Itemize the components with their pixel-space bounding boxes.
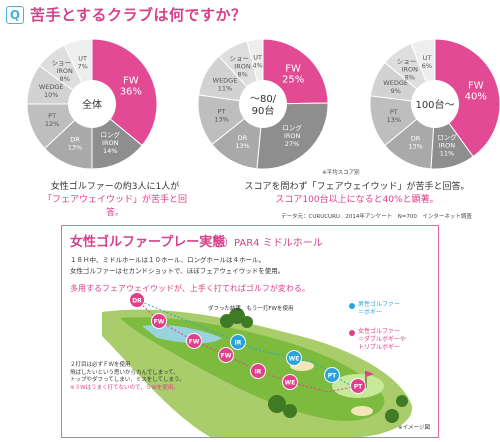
legend-male-line1: 男性ゴルファー [358,301,401,308]
left-caption: 女性ゴルファーの約3人に1人が 「フェアウェイウッド」が苦手と回答。 [40,181,190,220]
shot-marker-label-2: FW [189,338,200,345]
left-caption-line1: 女性ゴルファーの約3人に1人が [50,182,180,192]
shot-marker-label-5: WE [289,355,300,362]
legend-female-line3: トリプルボギー [358,344,401,351]
pie2-label-3: PT 13% [214,107,228,123]
play-panel: 女性ゴルファープレー実態 例）PAR4 ミドルホール １８Ｈ中、ミドルホールは１… [61,225,439,438]
shot-marker-label-8: WE [285,379,296,386]
pie1-center [68,80,116,128]
legend-male-line2: ＝ボギー [358,309,383,316]
pie3-label-1: ロング IRON 11% [437,132,457,157]
shot-marker-4 [218,347,234,363]
question-title: 苦手とするクラブは何ですか？ [30,6,247,24]
data-source: データ元：CURUCURU 2014年アンケート N=700 インターネット調査 [281,214,472,220]
pie2-label-4: WEDGE 11% [213,76,238,92]
shot-marker-label-7: PT [328,372,337,379]
trees [220,308,408,423]
shot-marker-label-3: IR [235,339,242,346]
flag [366,371,374,377]
pie2-label-0: FW 25% [282,63,304,85]
score-note: ※平均スコア別 [322,170,360,176]
pie2-label-1: ロング IRON 27% [282,123,302,148]
panel-pink-text: 多用するフェアウェイウッドが、上手く打てればゴルフが変わる。 [70,284,310,293]
question-header: Q 苦手とするクラブは何ですか？ [6,4,247,25]
pie3-slice-0 [434,38,500,158]
pie3-label-4: WEDGE 9% [383,79,408,95]
pie3-center-label: 100台〜 [415,98,454,111]
right-caption-line2: スコア100台以上になると40%と顕著。 [275,195,439,205]
pie1-label-6: UT 7% [77,54,87,70]
pie2-label-2: DR 13% [235,134,249,150]
callout-retry: ダフった結果、もう一打FWを使用 [208,306,294,312]
right-caption: スコアを問わず「フェアウェイウッド」が苦手と回答。 スコア100台以上になると4… [226,181,488,207]
shot-marker-1 [151,313,167,329]
legend-female-line1: 女性ゴルファー [358,328,401,335]
q-badge: Q [6,5,24,24]
shot-marker-label-1: FW [154,318,165,325]
pie3-label-0: FW 40% [465,81,487,103]
callout-line-3: トップやダフってしまい、ミスをしてしまう。 [70,377,185,383]
shot-marker-3 [230,334,246,350]
shot-marker-5 [286,350,302,366]
pie3-label-2: DR 13% [408,134,422,150]
image-note: ※イメージ図 [398,425,430,431]
callout-line-1: ２打目は必ずＦＷを使用 [70,362,131,368]
shot-marker-label-0: DR [132,297,142,304]
shot-marker-8 [282,374,298,390]
pie3-center [411,80,459,128]
legend-female: 女性ゴルファー ＝ダブルボギーや トリプルボギー [358,328,406,352]
legend-blue-dot [349,303,355,309]
callout-pink-note: ※３Wはうまく打てないので、５Wを使用。 [70,384,179,391]
panel-title: 女性ゴルファープレー実態 [70,235,226,250]
pie1-label-3: PT 12% [45,112,59,128]
pie3-label-5: ショート IRON 8% [397,58,423,82]
callout-second-shot: ２打目は必ずＦＷを使用 飛ばしたいという思いからカんでしまって、 トップやダフっ… [70,362,185,392]
pie-charts: FW 36%ロング IRON 14%DR 13%PT 12%WEDGE 10%ショート IRO… [26,38,500,170]
callout-line-2: 飛ばしたいという思いからカんでしまって、 [70,369,179,376]
pie3-label-6: UT 6% [422,54,432,70]
shot-marker-label-9: PT [354,383,363,390]
right-caption-line1: スコアを問わず「フェアウェイウッド」が苦手と回答。 [244,182,470,192]
panel-text2: 女性ゴルファーはセカンドショットで、ほぼフェアウェイウッドを使用。 [70,267,285,275]
shot-marker-2 [186,333,202,349]
pie1-label-5: ショート IRON 8% [52,59,78,83]
left-caption-line2: 「フェアウェイウッド」が苦手と回答。 [42,195,187,218]
panel-text1: １８Ｈ中、ミドルホールは１０ホール、ロングホールは４ホール。 [70,256,265,264]
pie2-center [239,80,287,128]
pie2-label-6: UT 4% [253,54,263,70]
shot-marker-7 [324,367,340,383]
pie2-center-label: 〜80/90台 [250,94,277,117]
legend-pink-dot [349,330,355,336]
panel-subtitle: 例）PAR4 ミドルホール [214,238,323,249]
pie1-label-0: FW 36% [120,76,142,98]
pie1-center-label: 全体 [82,98,102,111]
shot-marker-label-4: FW [221,352,232,359]
legend-male: 男性ゴルファー ＝ボギー [358,301,400,317]
legend-female-line2: ＝ダブルボギーや [358,336,407,343]
shot-marker-label-6: IR [255,368,262,375]
pie2-label-5: ショート IRON 8% [230,55,256,79]
pie1-slice-0 [91,38,158,147]
shot-marker-0 [129,292,145,308]
shot-marker-6 [250,363,266,379]
pie3-label-3: PT 13% [387,108,401,124]
pie1-label-4: WEDGE 10% [39,83,64,99]
pie1-label-1: ロング IRON 14% [101,130,121,155]
shot-marker-9 [350,378,366,394]
pie1-label-2: DR 13% [68,136,82,152]
